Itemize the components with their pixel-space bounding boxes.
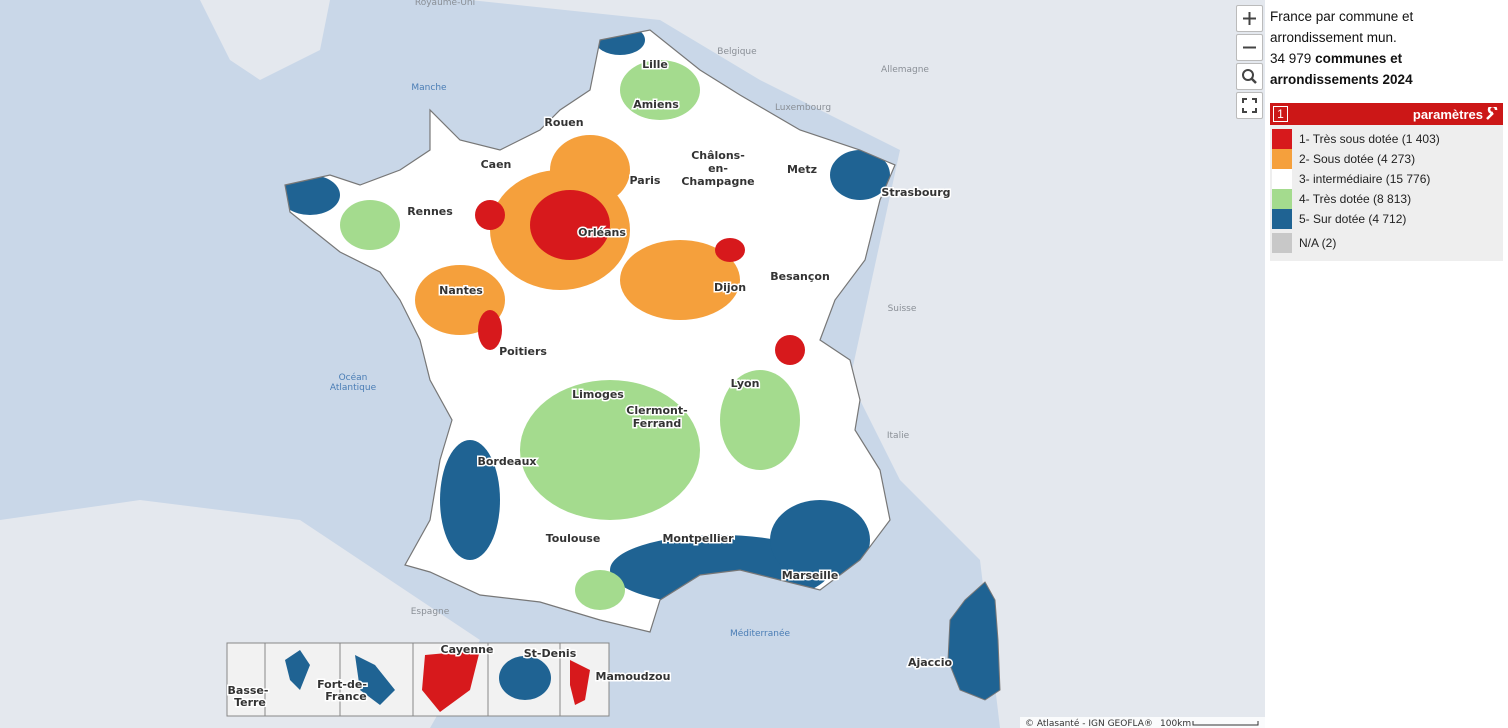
attribution-bg	[1020, 717, 1265, 728]
count: 34 979	[1270, 51, 1312, 66]
icon	[1242, 98, 1257, 113]
count-label: communes et arrondissements 2024	[1270, 51, 1413, 87]
inset-box	[226, 642, 610, 717]
icon	[1243, 46, 1256, 49]
country-label: Suisse	[888, 304, 917, 314]
country-label: Luxembourg	[775, 103, 831, 113]
city-label: Caen	[481, 158, 512, 171]
city-label: Ajaccio	[908, 656, 953, 669]
country-label: Allemagne	[881, 65, 929, 75]
city-label: Châlons-en-Champagne	[681, 149, 754, 188]
legend-swatch	[1272, 129, 1292, 149]
zoom-in[interactable]	[1236, 5, 1263, 32]
city-label: Lyon	[731, 377, 760, 390]
city-label: Paris	[630, 174, 661, 187]
city-label: Marseille	[782, 569, 839, 582]
scale-label: 100km	[1160, 719, 1191, 728]
city-label: Rennes	[407, 205, 453, 218]
sea-label: Méditerranée	[730, 628, 791, 639]
legend-label: 3- intermédiaire (15 776)	[1299, 172, 1431, 186]
city-label: Strasbourg	[881, 186, 950, 199]
city-label: Lille	[642, 58, 668, 71]
city-label: Dijon	[714, 281, 746, 294]
border	[284, 29, 896, 633]
country-label: Espagne	[411, 607, 450, 617]
city-label: St-Denis	[524, 647, 577, 660]
legend-swatch	[1272, 149, 1292, 169]
city-label: Poitiers	[499, 345, 547, 358]
mainland	[285, 30, 895, 632]
city-label: Nantes	[439, 284, 483, 297]
sea-label: Océan Atlantique	[330, 372, 377, 393]
land	[200, 0, 330, 80]
title: France par commune et arrondissement mun…	[1270, 9, 1414, 45]
legend-label: 5- Sur dotée (4 712)	[1299, 212, 1407, 226]
city-label: Metz	[787, 163, 817, 176]
city-label: Bordeaux	[477, 455, 536, 468]
city-label: Amiens	[633, 98, 679, 111]
legend: 1- Très sous dotée (1 403) 2- Sous dotée …	[1270, 125, 1503, 261]
city-label: Toulouse	[546, 532, 601, 545]
city-label: Limoges	[572, 388, 624, 401]
country-label: Belgique	[717, 47, 757, 57]
city-label: Basse-Terre	[228, 684, 269, 709]
icon	[1243, 12, 1256, 25]
city-label: Montpellier	[662, 532, 734, 545]
sea-label: Manche	[411, 83, 447, 93]
city-label: Mamoudzou	[596, 670, 671, 683]
panel-title: France par commune et arrondissement mun…	[1270, 6, 1508, 90]
scale-bar	[1192, 721, 1259, 726]
legend-header[interactable]: 1 paramètres	[1270, 103, 1503, 125]
legend-swatch	[1272, 209, 1292, 229]
legend-swatch	[1272, 169, 1292, 189]
map[interactable]: Lille Amiens Rouen Caen Paris Châlons-en…	[0, 0, 1265, 728]
land	[470, 0, 1265, 728]
country-label: Italie	[887, 431, 910, 441]
country-label: Royaume-Uni	[415, 0, 475, 8]
legend-label: N/A (2)	[1299, 236, 1337, 250]
legend-label: 2- Sous dotée (4 273)	[1299, 152, 1416, 166]
city-label: Rouen	[544, 116, 583, 129]
legend-swatch	[1272, 189, 1292, 209]
map-svg: Lille Amiens Rouen Caen Paris Châlons-en…	[0, 0, 1265, 728]
legend-label: 1- Très sous dotée (1 403)	[1299, 132, 1440, 146]
side-panel: France par commune et arrondissement mun…	[1265, 0, 1508, 728]
legend-label: 4- Très dotée (8 813)	[1299, 192, 1412, 206]
zoom-out[interactable]	[1236, 34, 1263, 61]
fullscreen[interactable]	[1236, 92, 1263, 119]
legend-swatch	[1272, 233, 1292, 253]
attribution: © Atlasanté - IGN GEOFLA®	[1025, 718, 1153, 728]
city-label: Clermont-Ferrand	[626, 404, 687, 430]
city-label: Orléans	[578, 226, 626, 239]
city-label: Besançon	[770, 270, 830, 283]
city-label: Fort-de-France	[317, 678, 367, 703]
header-number: 1	[1273, 106, 1288, 122]
icon	[1242, 69, 1257, 84]
corsica	[947, 581, 1001, 701]
wrench-icon	[1486, 107, 1498, 120]
search[interactable]	[1236, 63, 1263, 90]
header-label: paramètres	[1412, 107, 1483, 122]
city-label: Cayenne	[441, 643, 494, 656]
